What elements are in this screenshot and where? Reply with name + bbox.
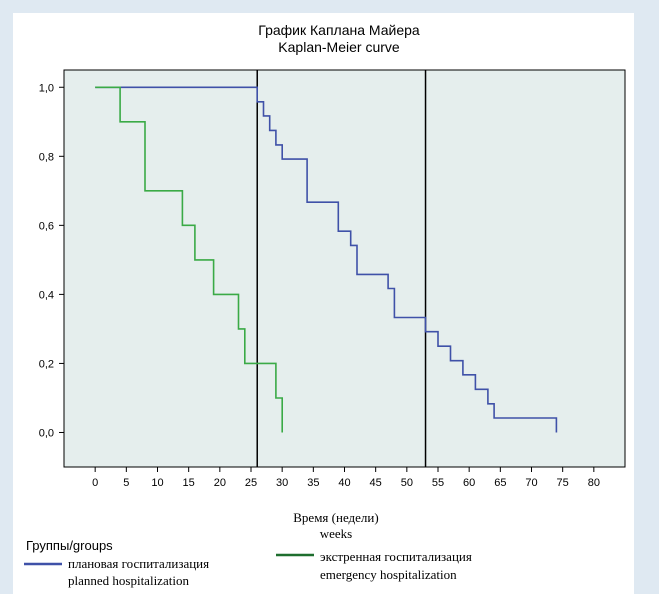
legend-label-emergency-en: emergency hospitalization (320, 567, 457, 582)
x-tick-label: 45 (370, 477, 382, 489)
x-tick-label: 10 (151, 477, 163, 489)
x-tick-label: 0 (92, 477, 98, 489)
x-tick-label: 15 (183, 477, 195, 489)
tick-labels: 0 5 10 15 20 25 30 35 40 45 50 55 60 65 70 75 80 0,0 0,2 0,… (39, 82, 600, 489)
x-tick-label: 75 (557, 477, 569, 489)
y-tick-label: 1,0 (39, 82, 54, 94)
chart-title: График Каплана Майера (258, 22, 420, 38)
y-tick-label: 0,2 (39, 358, 54, 370)
x-tick-label: 60 (463, 477, 475, 489)
x-tick-label: 25 (245, 477, 257, 489)
plot-area (64, 70, 625, 467)
x-tick-label: 35 (307, 477, 319, 489)
x-axis-label: Время (недели) (293, 510, 378, 525)
y-tick-label: 0,4 (39, 289, 54, 301)
x-tick-label: 30 (276, 477, 288, 489)
x-tick-label: 50 (401, 477, 413, 489)
x-tick-label: 65 (494, 477, 506, 489)
axis-ticks (59, 86, 595, 472)
series-line-emergency (95, 86, 283, 433)
x-tick-label: 55 (432, 477, 444, 489)
x-tick-label: 5 (123, 477, 129, 489)
series-lines (95, 86, 558, 433)
vertical-markers (256, 70, 427, 467)
x-tick-label: 70 (525, 477, 537, 489)
x-tick-label: 80 (588, 477, 600, 489)
y-tick-label: 0,8 (39, 151, 54, 163)
x-tick-label: 20 (214, 477, 226, 489)
y-tick-label: 0,0 (39, 427, 54, 439)
y-tick-label: 0,6 (39, 220, 54, 232)
legend-title: Группы/groups (26, 538, 113, 553)
series-line-planned (95, 86, 558, 433)
x-axis-label-sub: weeks (320, 526, 353, 541)
chart-subtitle: Kaplan-Meier curve (278, 39, 400, 55)
legend-label-planned-en: planned hospitalization (68, 573, 189, 588)
legend-label-emergency: экстренная госпитализация (320, 549, 472, 564)
legend-label-planned: плановая госпитализация (68, 556, 209, 571)
plot-frame (63, 69, 626, 468)
x-tick-label: 40 (338, 477, 350, 489)
